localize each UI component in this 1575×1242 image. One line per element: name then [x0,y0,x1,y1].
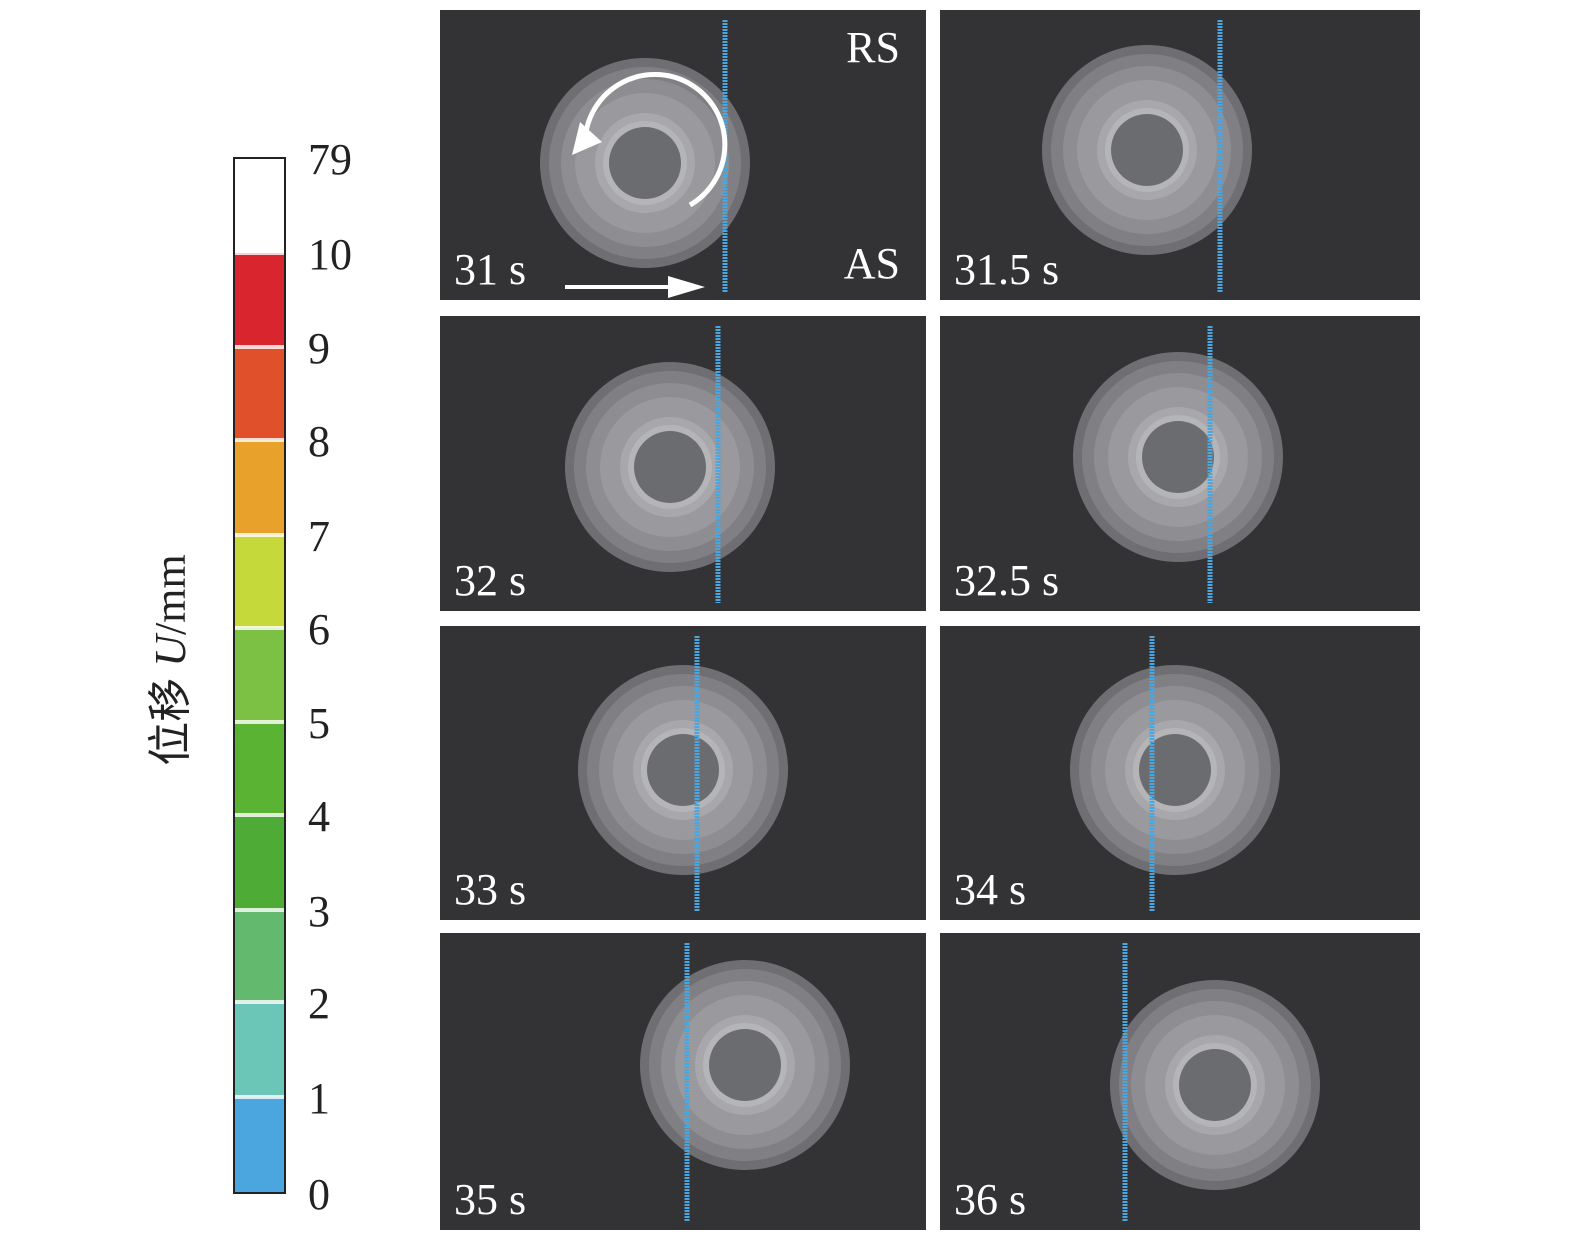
panel: 31.5 s [940,10,1420,300]
color-band [234,158,285,253]
colorbar-label: 0 [308,1170,330,1219]
colorbar-label: 79 [308,135,352,184]
disk-ring [634,431,706,503]
panel-note: AS [844,239,900,288]
color-band [234,535,285,628]
panel-label: 32.5 s [954,556,1059,605]
panel: 34 s [940,626,1420,920]
panel: 36 s [940,933,1420,1230]
colorbar-label: 1 [308,1074,330,1123]
band-separator [234,720,285,724]
color-band [234,910,285,1002]
disk-ring [1139,734,1211,806]
colorbar-label: 4 [308,792,330,841]
panel-label: 33 s [454,865,526,914]
colorbar-label: 7 [308,512,330,561]
disk-ring [1142,421,1214,493]
band-separator [234,908,285,912]
color-band [234,253,285,347]
rotation-arrow [582,72,728,208]
band-separator [234,1095,285,1099]
title-prefix: 位移 [146,667,195,766]
band-separator [234,533,285,537]
color-band [234,1002,285,1097]
panel-label: 31.5 s [954,245,1059,294]
disk-ring [609,127,681,199]
disk-ring [1179,1049,1251,1121]
colorbar-label: 3 [308,887,330,936]
band-separator [234,345,285,349]
title-symbol: U [146,632,195,667]
band-separator [234,1000,285,1004]
panel-label: 35 s [454,1175,526,1224]
color-band [234,722,285,815]
colorbar-label: 6 [308,605,330,654]
color-band [234,815,285,910]
colorbar-label: 2 [308,979,330,1028]
panel-label: 32 s [454,556,526,605]
panel: 32 s [440,316,926,611]
panel: 32.5 s [940,316,1420,611]
panel: 33 s [440,626,926,920]
band-separator [234,438,285,442]
panel-label: 31 s [454,245,526,294]
rotation-arrow-head [572,122,602,155]
colorbar-label: 5 [308,699,330,748]
disk-ring [1111,114,1183,186]
colorbar-label: 10 [308,230,352,279]
color-band [234,1097,285,1193]
colorbar-label: 8 [308,417,330,466]
band-separator [234,626,285,630]
colorbar-frame [233,157,286,1194]
band-separator [234,251,285,255]
panel-note: RS [846,23,900,72]
title-unit: /mm [146,554,195,635]
colorbar-title: 位移 U/mm [146,554,195,765]
panel: 31 s RS AS [440,10,926,300]
panel-label: 34 s [954,865,1026,914]
band-separator [234,813,285,817]
panel: 35 s [440,933,926,1230]
colorbar-label: 9 [308,324,330,373]
panel-label: 36 s [954,1175,1026,1224]
disk-ring [647,734,719,806]
color-band [234,628,285,722]
color-band [234,440,285,535]
travel-arrow-head [668,276,705,298]
color-band [234,347,285,440]
disk-ring [709,1029,781,1101]
